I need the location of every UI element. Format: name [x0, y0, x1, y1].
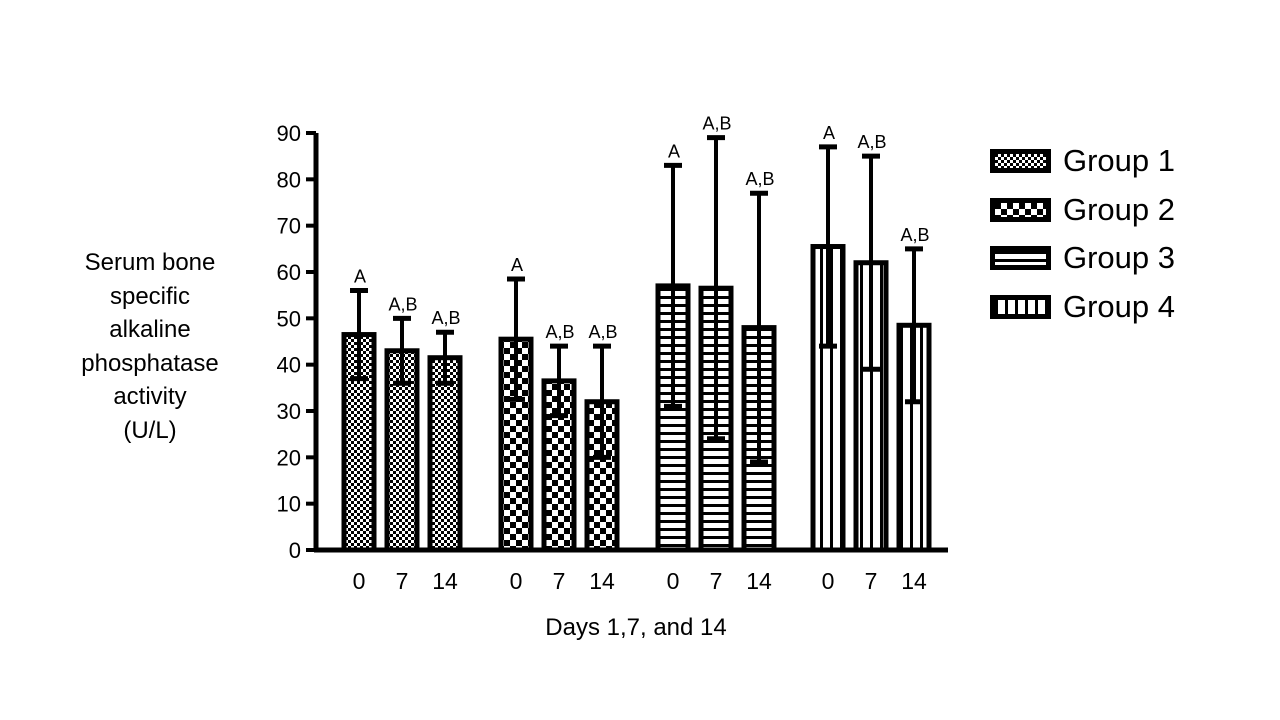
legend-swatch — [990, 197, 1051, 222]
y-tick-label: 50 — [277, 306, 301, 331]
x-tick-label: 14 — [432, 568, 458, 594]
y-tick-label: 0 — [289, 538, 301, 563]
significance-label: A,B — [900, 225, 929, 245]
x-tick-label: 14 — [901, 568, 927, 594]
legend-label: Group 3 — [1063, 240, 1176, 275]
significance-label: A — [668, 141, 680, 161]
x-tick-label: 0 — [822, 568, 835, 594]
chart-axes: 0 10 20 30 40 50 60 70 80 90 0 7 14 0 7 14 0 7 14 0 7 14 — [277, 121, 948, 594]
x-tick-label: 7 — [710, 568, 723, 594]
legend-label: Group 1 — [1063, 143, 1176, 178]
x-tick-label: 14 — [589, 568, 615, 594]
x-tick-label: 0 — [353, 568, 366, 594]
y-tick-label: 10 — [277, 492, 301, 517]
x-tick-label: 14 — [746, 568, 772, 594]
legend-swatch-fill — [995, 251, 1046, 265]
significance-label: A,B — [588, 322, 617, 342]
chart-error-bars — [350, 135, 923, 465]
legend-swatch-fill — [995, 299, 1046, 314]
legend-swatch — [990, 149, 1051, 173]
chart-significance-labels: A A,B A,B A A,B A,B A A,B A,B A A,B A,B — [354, 114, 930, 343]
significance-label: A,B — [545, 322, 574, 342]
y-tick-label: 20 — [277, 445, 301, 470]
y-tick-label: 90 — [277, 121, 301, 146]
chart-bars — [341, 244, 932, 553]
legend-swatch-fill — [995, 202, 1046, 217]
bar — [427, 355, 463, 553]
significance-label: A,B — [702, 114, 731, 134]
significance-label: A — [511, 255, 523, 275]
y-tick-label: 40 — [277, 353, 301, 378]
legend-swatch — [990, 246, 1051, 270]
significance-label: A,B — [857, 132, 886, 152]
legend-swatch-fill — [995, 154, 1046, 168]
significance-label: A,B — [431, 308, 460, 328]
significance-label: A,B — [745, 169, 774, 189]
y-tick-label: 70 — [277, 214, 301, 239]
x-axis-label: Days 1,7, and 14 — [545, 614, 726, 641]
y-tick-label: 60 — [277, 260, 301, 285]
x-tick-label: 7 — [553, 568, 566, 594]
legend-swatch — [990, 294, 1051, 319]
x-tick-label: 0 — [510, 568, 523, 594]
significance-label: A — [823, 123, 835, 143]
significance-label: A,B — [388, 294, 417, 314]
legend-label: Group 2 — [1063, 191, 1176, 227]
x-tick-label: 7 — [396, 568, 409, 594]
x-tick-label: 0 — [667, 568, 680, 594]
x-tick-label: 7 — [865, 568, 878, 594]
y-axis-label: Serum bone specific alkaline phosphatase… — [81, 249, 219, 444]
y-tick-label: 30 — [277, 399, 301, 424]
legend-label: Group 4 — [1063, 288, 1176, 324]
significance-label: A — [354, 267, 366, 287]
y-tick-label: 80 — [277, 167, 301, 192]
